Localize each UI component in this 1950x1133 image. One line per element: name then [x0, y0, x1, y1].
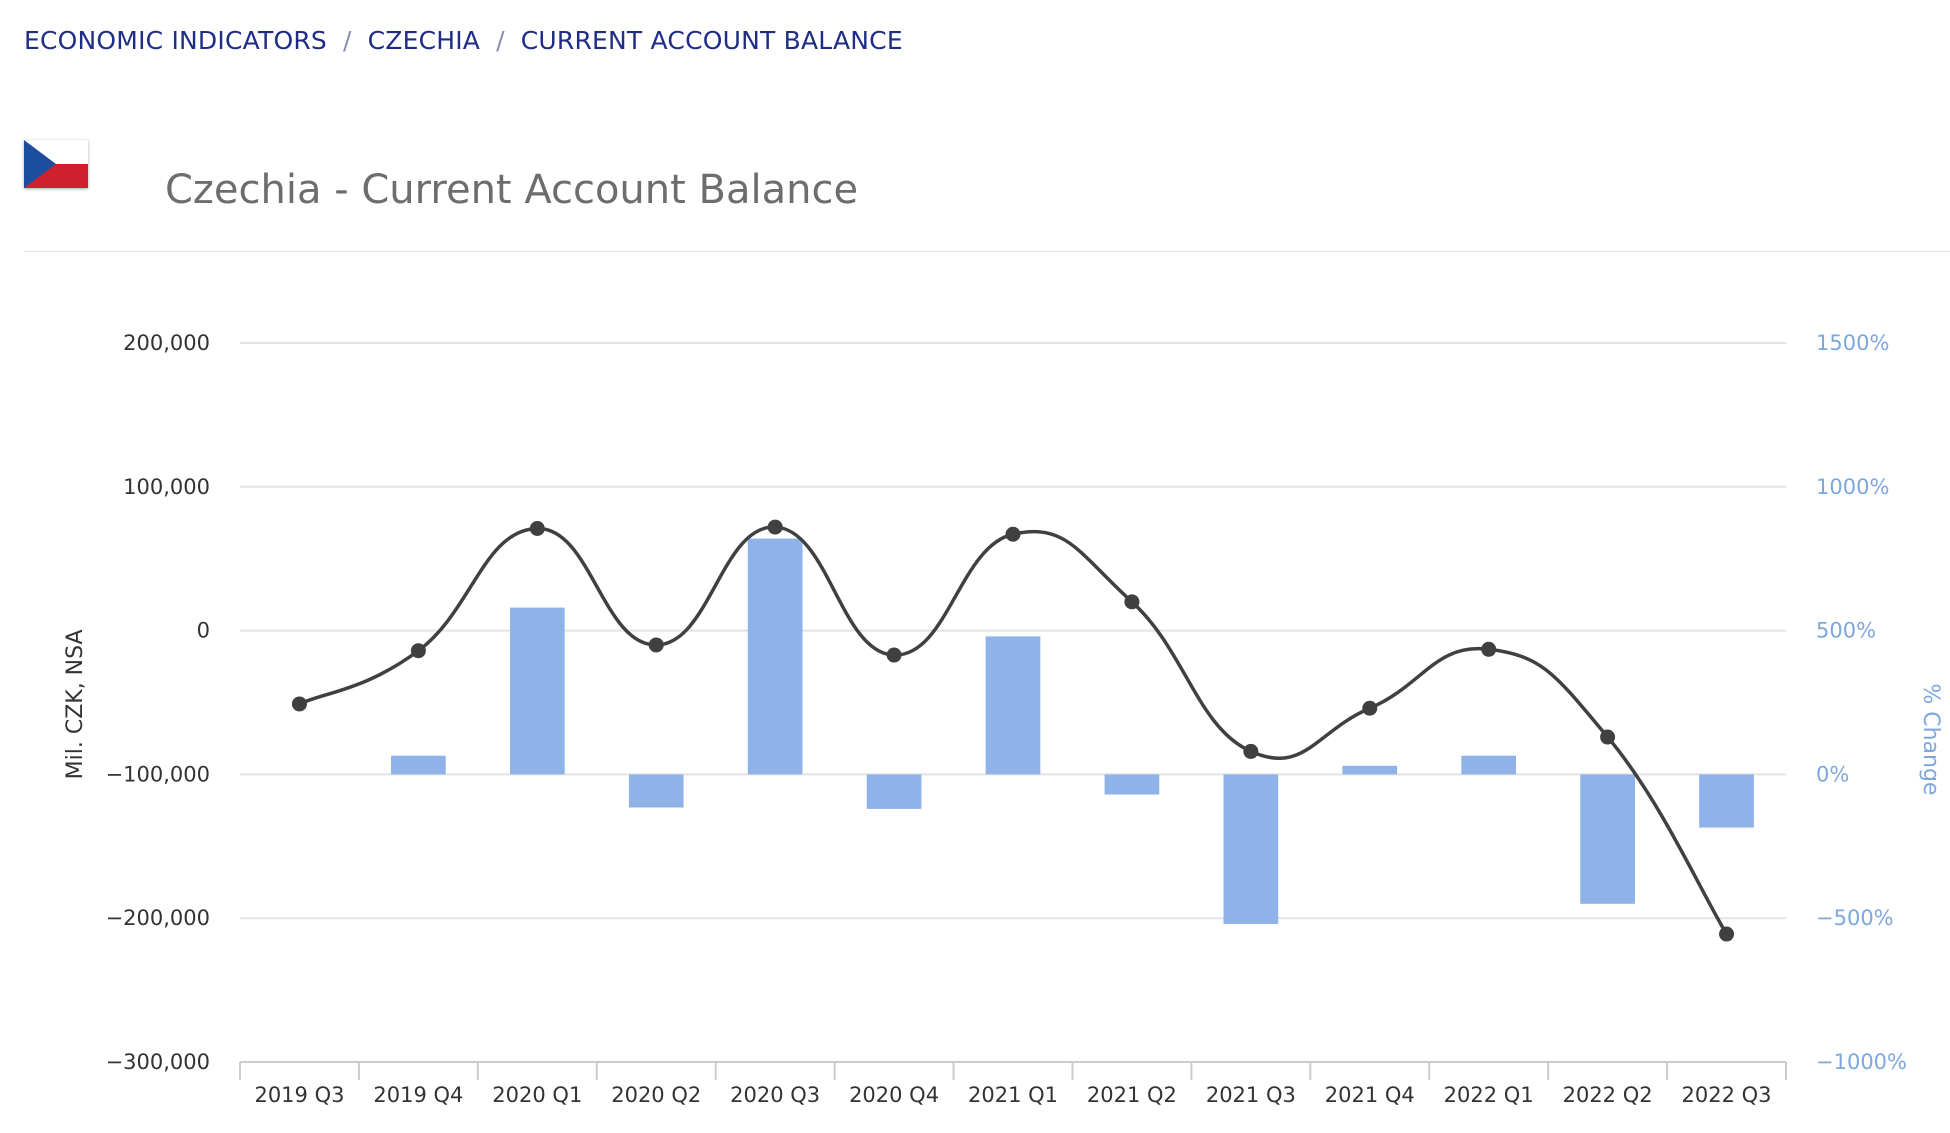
- y-tick-label-right: −1000%: [1816, 1050, 1907, 1074]
- bar[interactable]: [509, 607, 565, 775]
- axes: 200,000 1500% 100,000 1000% 0 500% −100,000 0% −…: [106, 331, 1907, 1107]
- y-tick-label-right: −500%: [1816, 906, 1894, 930]
- x-tick-label: 2020 Q1: [492, 1083, 582, 1107]
- x-tick-label: 2020 Q2: [611, 1083, 701, 1107]
- x-tick-label: 2020 Q4: [849, 1083, 939, 1107]
- y-tick-label-left: −200,000: [106, 906, 210, 930]
- breadcrumb-separator: /: [342, 26, 352, 55]
- x-tick-label: 2019 Q3: [254, 1083, 344, 1107]
- line-point[interactable]: [767, 519, 783, 535]
- bar[interactable]: [1580, 774, 1635, 904]
- line-point[interactable]: [1719, 926, 1735, 942]
- x-tick-label: 2021 Q4: [1325, 1083, 1415, 1107]
- breadcrumb: ECONOMIC INDICATORS / CZECHIA / CURRENT ACCO…: [24, 26, 903, 55]
- breadcrumb-economic-indicators[interactable]: ECONOMIC INDICATORS: [24, 26, 327, 55]
- bar[interactable]: [747, 538, 803, 775]
- line-point[interactable]: [1600, 729, 1616, 745]
- y-tick-label-left: 200,000: [123, 331, 210, 355]
- y-tick-label-left: 100,000: [123, 475, 210, 499]
- x-tick-label: 2022 Q1: [1444, 1083, 1534, 1107]
- line-point[interactable]: [886, 647, 902, 663]
- breadcrumb-czechia[interactable]: CZECHIA: [367, 26, 481, 55]
- line-point[interactable]: [1124, 594, 1140, 610]
- y-tick-label-left: −300,000: [106, 1050, 210, 1074]
- page-header: Czechia - Current Account Balance: [24, 130, 924, 213]
- bar[interactable]: [1104, 774, 1160, 795]
- y-tick-label-left: −100,000: [106, 762, 210, 786]
- y-tick-label-right: 500%: [1816, 619, 1876, 643]
- bar[interactable]: [866, 774, 922, 809]
- y-tick-label-right: 0%: [1816, 762, 1849, 786]
- line-point[interactable]: [529, 521, 545, 537]
- line-point[interactable]: [1481, 641, 1497, 657]
- breadcrumb-current-account-balance[interactable]: CURRENT ACCOUNT BALANCE: [520, 26, 903, 55]
- line-point[interactable]: [291, 696, 307, 712]
- bar[interactable]: [1223, 774, 1279, 924]
- breadcrumb-separator: /: [496, 26, 505, 55]
- x-tick-label: 2022 Q3: [1682, 1083, 1772, 1107]
- czech-flag-icon: [24, 140, 88, 188]
- x-tick-label: 2019 Q4: [373, 1083, 463, 1107]
- y-axis-title-right: % Change: [1918, 683, 1943, 795]
- line-point[interactable]: [1005, 526, 1021, 542]
- y-tick-label-right: 1000%: [1816, 475, 1889, 499]
- page-title: Czechia - Current Account Balance: [165, 166, 859, 213]
- bar[interactable]: [985, 636, 1041, 775]
- bar[interactable]: [1461, 755, 1517, 775]
- bar[interactable]: [1699, 774, 1754, 828]
- bar[interactable]: [1342, 765, 1398, 775]
- line-point[interactable]: [1362, 700, 1378, 716]
- y-tick-label-right: 1500%: [1816, 331, 1889, 355]
- line-point[interactable]: [410, 643, 426, 659]
- gridlines: [240, 342, 1786, 920]
- x-tick-label: 2022 Q2: [1563, 1083, 1653, 1107]
- bar-series: [391, 538, 1754, 924]
- header-divider: [24, 251, 1950, 252]
- line-point[interactable]: [648, 637, 664, 653]
- x-tick-label: 2020 Q3: [730, 1083, 820, 1107]
- x-tick-label: 2021 Q3: [1206, 1083, 1296, 1107]
- y-axis-title-left: Mil. CZK, NSA: [63, 629, 88, 779]
- x-tick-label: 2021 Q1: [968, 1083, 1058, 1107]
- bar[interactable]: [628, 774, 684, 808]
- bar[interactable]: [391, 755, 446, 775]
- line-point[interactable]: [1243, 743, 1259, 759]
- x-tick-label: 2021 Q2: [1087, 1083, 1177, 1107]
- line-series: [291, 519, 1735, 942]
- y-tick-label-left: 0: [197, 619, 210, 643]
